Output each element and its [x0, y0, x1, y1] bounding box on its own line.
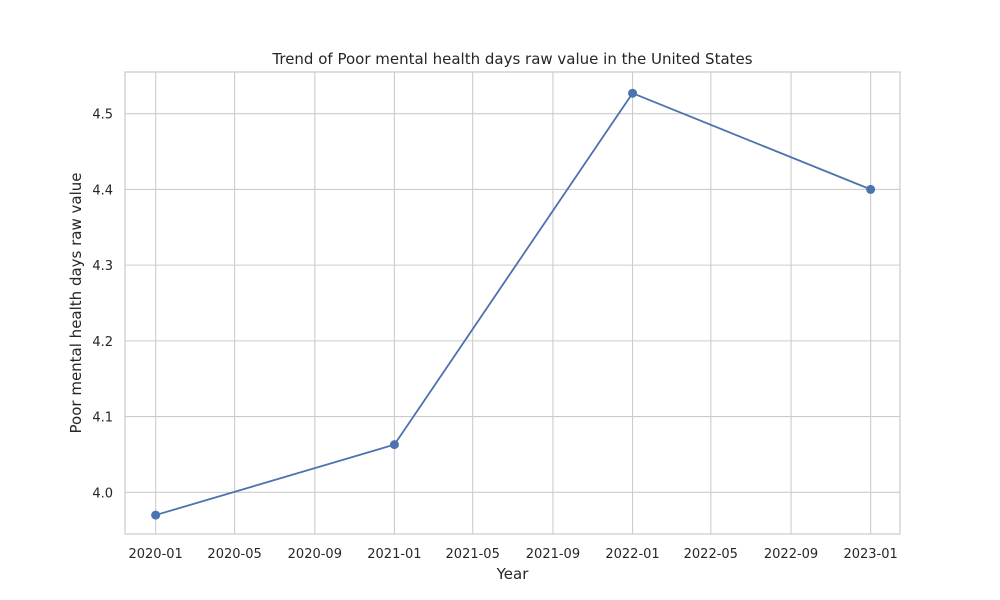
y-tick-label: 4.5 — [92, 108, 113, 123]
x-axis-label: Year — [496, 565, 530, 583]
x-tick-label: 2020-01 — [128, 547, 182, 562]
x-tick-label: 2021-09 — [526, 547, 580, 562]
x-tick-label: 2022-01 — [605, 547, 659, 562]
data-point — [628, 88, 638, 98]
x-tick-label: 2022-05 — [684, 547, 738, 562]
x-tick-label: 2022-09 — [764, 547, 818, 562]
x-tick-label: 2020-05 — [207, 547, 261, 562]
plot-area-frame — [124, 71, 901, 535]
x-axis-ticks: 2020-01 2020-05 2020-09 2021-01 2021-05 2021-… — [128, 547, 897, 562]
y-tick-label: 4.3 — [92, 259, 113, 274]
data-point — [389, 440, 399, 450]
series-line — [155, 92, 871, 516]
chart-title: Trend of Poor mental health days raw val… — [271, 50, 752, 68]
x-tick-label: 2021-01 — [367, 547, 421, 562]
x-tick-label: 2020-09 — [288, 547, 342, 562]
grid-lines — [125, 72, 900, 534]
y-tick-label: 4.0 — [92, 486, 113, 501]
y-tick-label: 4.4 — [92, 183, 113, 198]
y-tick-label: 4.1 — [92, 411, 113, 426]
data-point — [866, 184, 876, 194]
y-axis-label: Poor mental health days raw value — [67, 173, 85, 434]
x-tick-label: 2023-01 — [843, 547, 897, 562]
series — [151, 88, 876, 520]
y-axis-ticks: 4.0 4.1 4.2 4.3 4.4 4.5 — [92, 108, 113, 502]
x-tick-label: 2021-05 — [446, 547, 500, 562]
y-tick-label: 4.2 — [92, 335, 113, 350]
data-point — [151, 510, 161, 520]
